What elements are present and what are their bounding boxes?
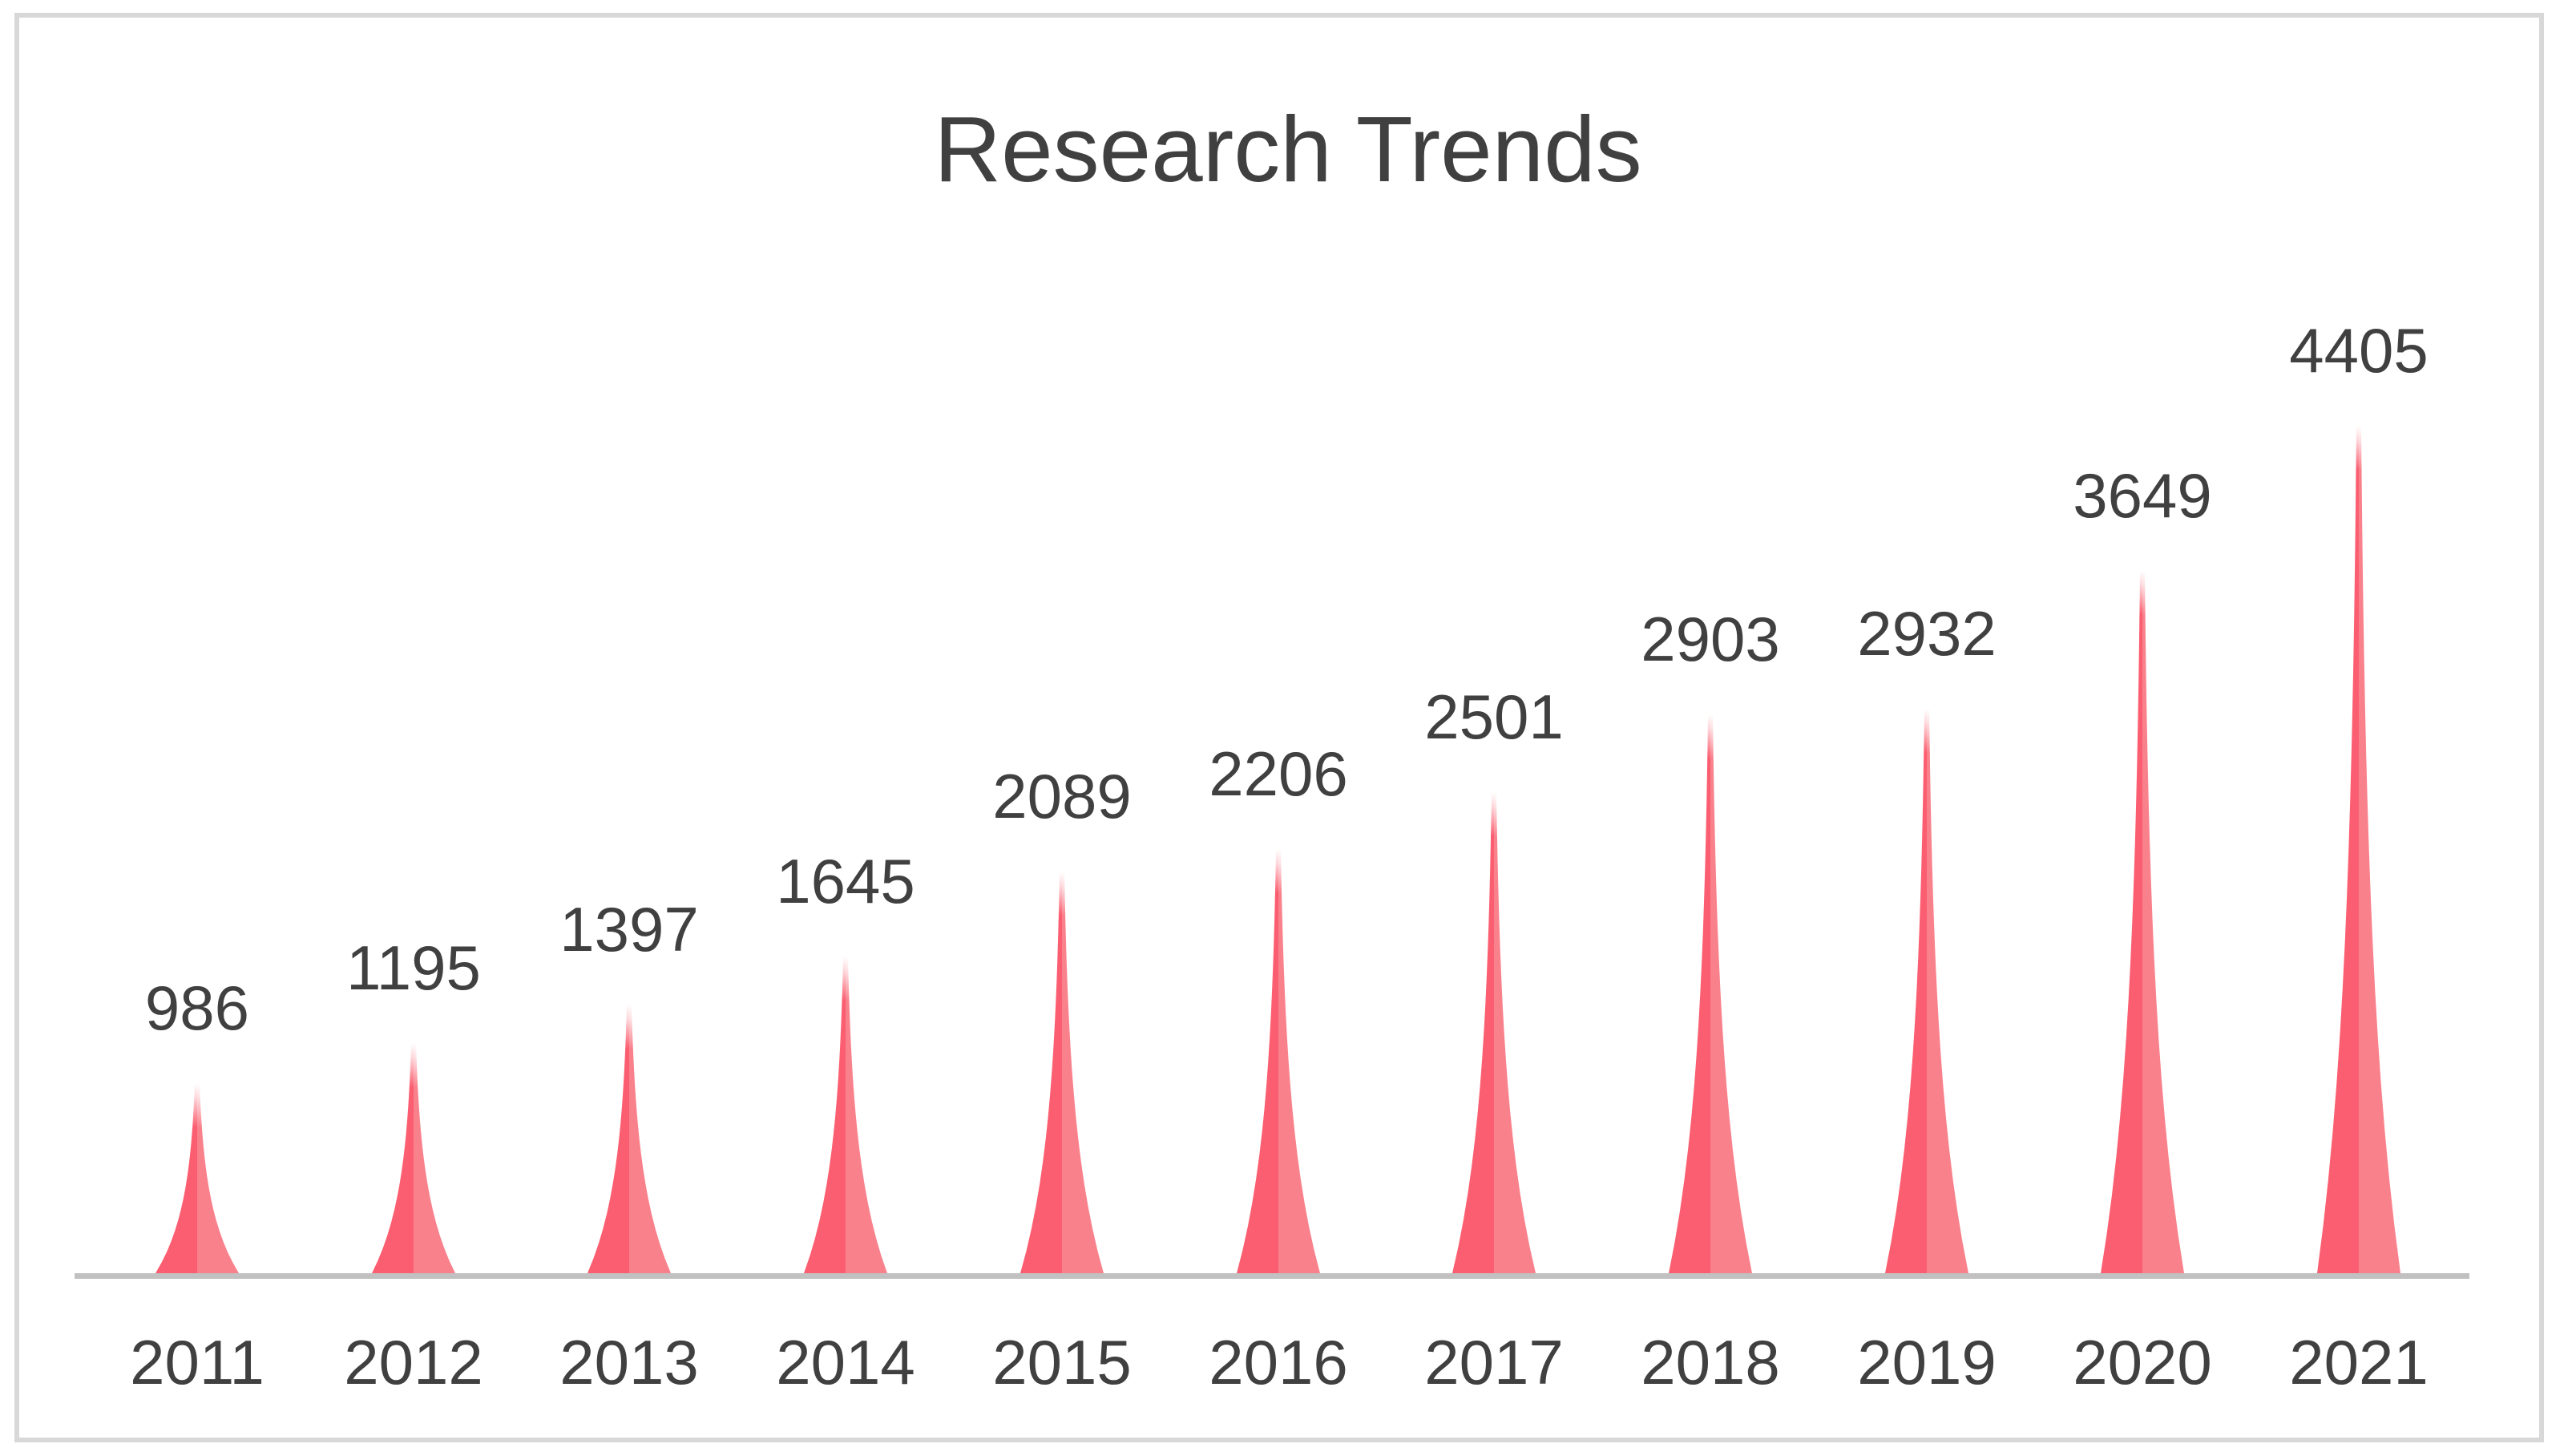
spike-left-half (587, 1005, 629, 1273)
spike-right-half (414, 1043, 455, 1273)
spike-right-half (1494, 792, 1536, 1273)
x-axis-tick-label-2011: 2011 (130, 1327, 264, 1397)
spike-marker-2020[interactable] (2099, 571, 2186, 1273)
spike-right-half (2359, 426, 2400, 1273)
x-axis-tick-label-2016: 2016 (1209, 1327, 1348, 1397)
data-label-2011: 986 (144, 973, 250, 1043)
data-label-2021: 4405 (2289, 315, 2429, 386)
spike-marker-2013[interactable] (586, 1005, 672, 1273)
data-label-2016: 2206 (1209, 738, 1348, 809)
spike-left-half (1669, 714, 1710, 1273)
x-axis-line (75, 1273, 2469, 1279)
data-label-2013: 1397 (559, 894, 699, 965)
spike-right-half (846, 957, 887, 1273)
spike-marker-2016[interactable] (1235, 849, 1322, 1273)
spike-left-half (2317, 426, 2359, 1273)
x-axis-tick-label-2013: 2013 (559, 1327, 699, 1397)
spike-marker-2015[interactable] (1019, 872, 1105, 1273)
spike-right-half (1062, 872, 1104, 1273)
spike-marker-2019[interactable] (1884, 709, 1970, 1273)
x-axis-tick-label-2015: 2015 (992, 1327, 1132, 1397)
data-label-2014: 1645 (776, 846, 915, 916)
spike-left-half (1452, 792, 1494, 1273)
spike-marker-2017[interactable] (1451, 792, 1537, 1273)
spike-right-half (197, 1083, 239, 1273)
spike-left-half (1020, 872, 1062, 1273)
spike-left-half (1237, 849, 1278, 1273)
x-axis-tick-label-2012: 2012 (344, 1327, 483, 1397)
data-label-2015: 2089 (992, 761, 1132, 831)
spike-left-half (155, 1083, 197, 1273)
x-axis-tick-label-2014: 2014 (776, 1327, 915, 1397)
spike-marker-2011[interactable] (154, 1083, 240, 1273)
x-axis-tick-label-2017: 2017 (1424, 1327, 1564, 1397)
x-axis-tick-label-2018: 2018 (1641, 1327, 1780, 1397)
chart-title: Research Trends (934, 97, 1642, 201)
data-label-2012: 1195 (346, 932, 481, 1003)
spike-right-half (2142, 571, 2184, 1273)
spike-left-half (1885, 709, 1927, 1273)
x-axis-tick-label-2019: 2019 (1857, 1327, 1997, 1397)
spike-marker-2021[interactable] (2316, 426, 2402, 1273)
spike-left-half (804, 957, 846, 1273)
spike-right-half (1927, 709, 1968, 1273)
x-axis-tick-label-2020: 2020 (2073, 1327, 2212, 1397)
spike-left-half (2101, 571, 2142, 1273)
spike-right-half (1278, 849, 1320, 1273)
spike-right-half (629, 1005, 671, 1273)
data-label-2020: 3649 (2073, 460, 2212, 531)
x-axis-tick-label-2021: 2021 (2289, 1327, 2429, 1397)
data-label-2018: 2903 (1641, 604, 1780, 674)
spike-marker-2018[interactable] (1667, 714, 1754, 1273)
spike-right-half (1710, 714, 1752, 1273)
data-label-2019: 2932 (1857, 598, 1997, 669)
data-label-2017: 2501 (1424, 682, 1564, 752)
spike-marker-2014[interactable] (802, 957, 889, 1273)
spike-marker-2012[interactable] (370, 1043, 457, 1273)
spike-left-half (372, 1043, 414, 1273)
